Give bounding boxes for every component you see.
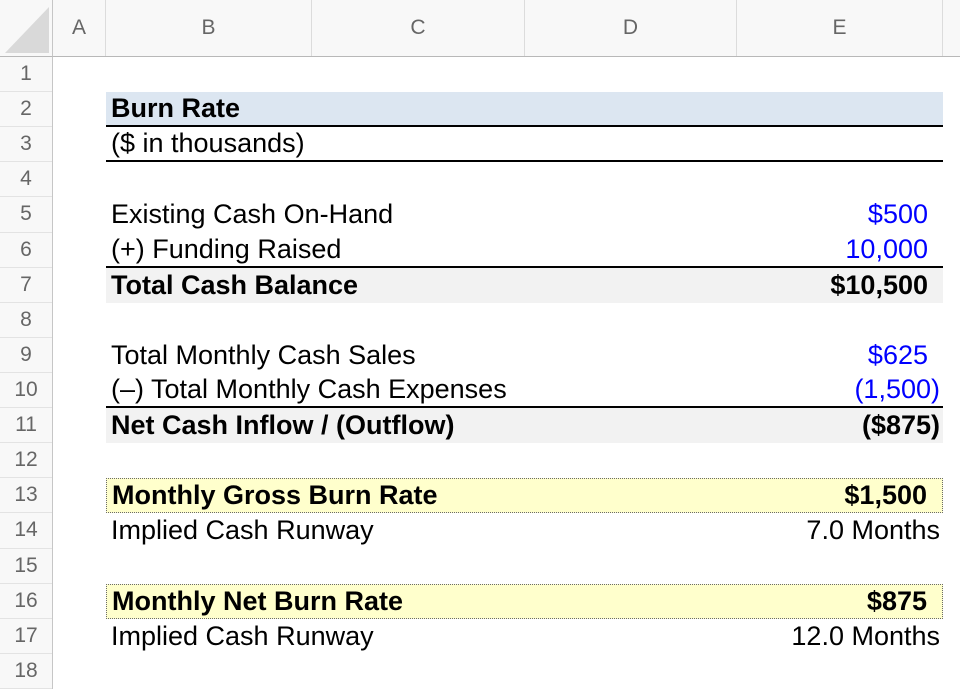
row-header-4[interactable]: 4	[0, 162, 52, 197]
sheet-row-6: (+) Funding Raised10,000	[106, 233, 943, 268]
row-header-1[interactable]: 1	[0, 57, 52, 92]
column-headers: ABCDE	[53, 0, 960, 57]
cell-e17[interactable]: 12.0 Months	[791, 621, 943, 652]
sheet-row-10: (–) Total Monthly Cash Expenses(1,500)	[106, 373, 943, 408]
cell-b3[interactable]: ($ in thousands)	[106, 128, 943, 159]
cell-b13[interactable]: Monthly Gross Burn Rate	[107, 480, 844, 511]
row-header-18[interactable]: 18	[0, 654, 52, 689]
sheet-row-13: Monthly Gross Burn Rate$1,500	[106, 478, 943, 513]
cell-b11[interactable]: Net Cash Inflow / (Outflow)	[106, 410, 862, 441]
cell-e11[interactable]: ($875)	[862, 410, 943, 441]
sheet-row-11: Net Cash Inflow / (Outflow)($875)	[106, 408, 943, 443]
column-header-c[interactable]: C	[312, 0, 525, 56]
row-header-12[interactable]: 12	[0, 443, 52, 478]
cell-b9[interactable]: Total Monthly Cash Sales	[106, 340, 868, 371]
cell-b17[interactable]: Implied Cash Runway	[106, 621, 791, 652]
sheet-row-5: Existing Cash On-Hand$500	[106, 197, 943, 232]
cell-b7[interactable]: Total Cash Balance	[106, 270, 830, 301]
row-header-5[interactable]: 5	[0, 197, 52, 232]
select-all-triangle-icon	[0, 0, 53, 57]
worksheet-content: Burn Rate ($ in thousands) Existing Cash O…	[106, 57, 943, 689]
column-header-spacer	[943, 0, 960, 56]
cell-e14[interactable]: 7.0 Months	[806, 515, 943, 546]
sheet-row-9: Total Monthly Cash Sales$625	[106, 338, 943, 373]
sheet-row-7: Total Cash Balance$10,500	[106, 268, 943, 303]
row-header-11[interactable]: 11	[0, 408, 52, 443]
row-header-8[interactable]: 8	[0, 303, 52, 338]
cell-b10[interactable]: (–) Total Monthly Cash Expenses	[106, 374, 854, 405]
column-header-b[interactable]: B	[106, 0, 312, 56]
column-header-a[interactable]: A	[53, 0, 106, 56]
sheet-row-17: Implied Cash Runway12.0 Months	[106, 619, 943, 654]
row-header-3[interactable]: 3	[0, 127, 52, 162]
cell-e5[interactable]: $500	[868, 199, 943, 230]
row-header-2[interactable]: 2	[0, 92, 52, 127]
sheet-row-2: Burn Rate	[106, 92, 943, 127]
cell-b5[interactable]: Existing Cash On-Hand	[106, 199, 868, 230]
row-header-10[interactable]: 10	[0, 373, 52, 408]
row-headers: 123456789101112131415161718	[0, 57, 53, 689]
cell-b2[interactable]: Burn Rate	[106, 93, 943, 124]
cell-e9[interactable]: $625	[868, 340, 943, 371]
spreadsheet: ABCDE 123456789101112131415161718 Burn R…	[0, 0, 960, 689]
sheet-row-14: Implied Cash Runway7.0 Months	[106, 513, 943, 548]
sheet-row-3: ($ in thousands)	[106, 127, 943, 162]
cell-e6[interactable]: 10,000	[845, 234, 943, 265]
select-all-corner[interactable]	[0, 0, 53, 57]
row-header-6[interactable]: 6	[0, 233, 52, 268]
sheet-row-16: Monthly Net Burn Rate$875	[106, 584, 943, 619]
cell-b6[interactable]: (+) Funding Raised	[106, 234, 845, 265]
row-header-7[interactable]: 7	[0, 268, 52, 303]
column-header-d[interactable]: D	[525, 0, 737, 56]
row-header-15[interactable]: 15	[0, 549, 52, 584]
cell-e10[interactable]: (1,500)	[854, 374, 943, 405]
cell-e16[interactable]: $875	[867, 586, 942, 617]
cell-e13[interactable]: $1,500	[844, 480, 942, 511]
grid-body: Burn Rate ($ in thousands) Existing Cash O…	[53, 57, 960, 689]
cell-b16[interactable]: Monthly Net Burn Rate	[107, 586, 867, 617]
row-header-17[interactable]: 17	[0, 619, 52, 654]
column-header-e[interactable]: E	[737, 0, 943, 56]
cell-b14[interactable]: Implied Cash Runway	[106, 515, 806, 546]
row-header-16[interactable]: 16	[0, 584, 52, 619]
row-header-9[interactable]: 9	[0, 338, 52, 373]
row-header-13[interactable]: 13	[0, 478, 52, 513]
row-header-14[interactable]: 14	[0, 513, 52, 548]
cell-e7[interactable]: $10,500	[830, 270, 943, 301]
